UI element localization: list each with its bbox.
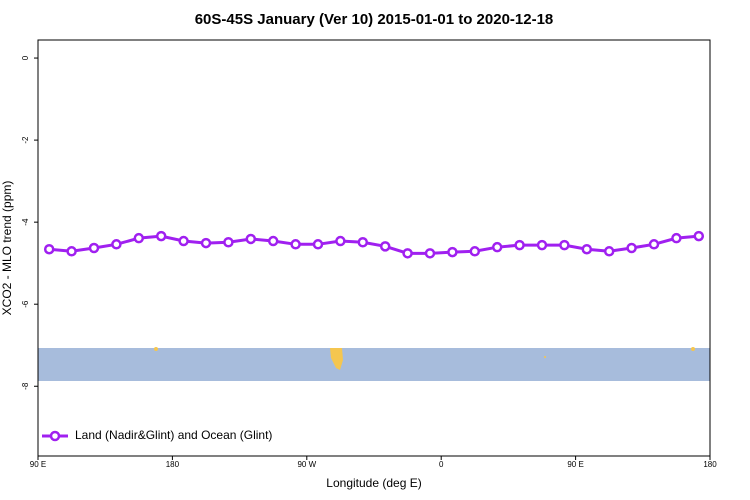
point: [155, 230, 167, 242]
point: [267, 235, 279, 247]
point: [66, 246, 77, 257]
plot-frame: [37, 39, 711, 457]
chart-title: 60S-45S January (Ver 10) 2015-01-01 to 2…: [195, 11, 554, 28]
point: [491, 241, 503, 253]
point: [223, 237, 234, 248]
point: [379, 241, 391, 252]
legend-label: Land (Nadir&Glint) and Ocean (Glint): [75, 428, 272, 442]
ocean-band: [38, 348, 710, 381]
x-tick-label: 90 E: [567, 460, 583, 469]
point: [447, 246, 458, 258]
point: [178, 235, 189, 247]
land-patch: [691, 347, 695, 351]
point: [648, 239, 660, 250]
x-tick-label: 180: [703, 460, 717, 469]
map-band: [38, 347, 710, 381]
point: [88, 242, 100, 254]
land-patch: [330, 348, 343, 370]
point: [693, 230, 705, 242]
x-axis-label: Longitude (deg E): [326, 476, 421, 490]
point: [133, 232, 145, 244]
point: [626, 242, 637, 254]
point: [200, 237, 212, 249]
point: [245, 233, 257, 245]
y-tick-label: 0: [21, 55, 30, 60]
x-tick-label: 180: [166, 460, 180, 469]
y-tick-label: -6: [21, 300, 30, 308]
point: [424, 248, 436, 259]
series-line: [49, 234, 699, 255]
point: [559, 239, 570, 251]
legend-marker: [49, 430, 61, 442]
point: [312, 239, 324, 250]
point: [43, 243, 55, 255]
point: [335, 235, 346, 247]
point: [536, 239, 548, 251]
y-axis-label: XCO2 - MLO trend (ppm): [0, 181, 14, 316]
y-tick-label: -8: [21, 382, 30, 390]
land-patch: [544, 356, 546, 358]
x-tick-label: 0: [439, 460, 444, 469]
point: [402, 248, 413, 259]
point: [290, 239, 301, 250]
x-tick-label: 90 W: [297, 460, 316, 469]
point: [357, 237, 369, 248]
point: [581, 243, 593, 255]
point: [111, 239, 122, 250]
point: [469, 246, 481, 257]
x-tick-label: 90 E: [30, 460, 46, 469]
land-patch: [154, 347, 158, 351]
y-tick-label: -4: [21, 218, 30, 226]
point: [671, 232, 682, 244]
point: [603, 246, 615, 257]
point: [514, 239, 525, 251]
y-tick-label: -2: [21, 136, 30, 144]
